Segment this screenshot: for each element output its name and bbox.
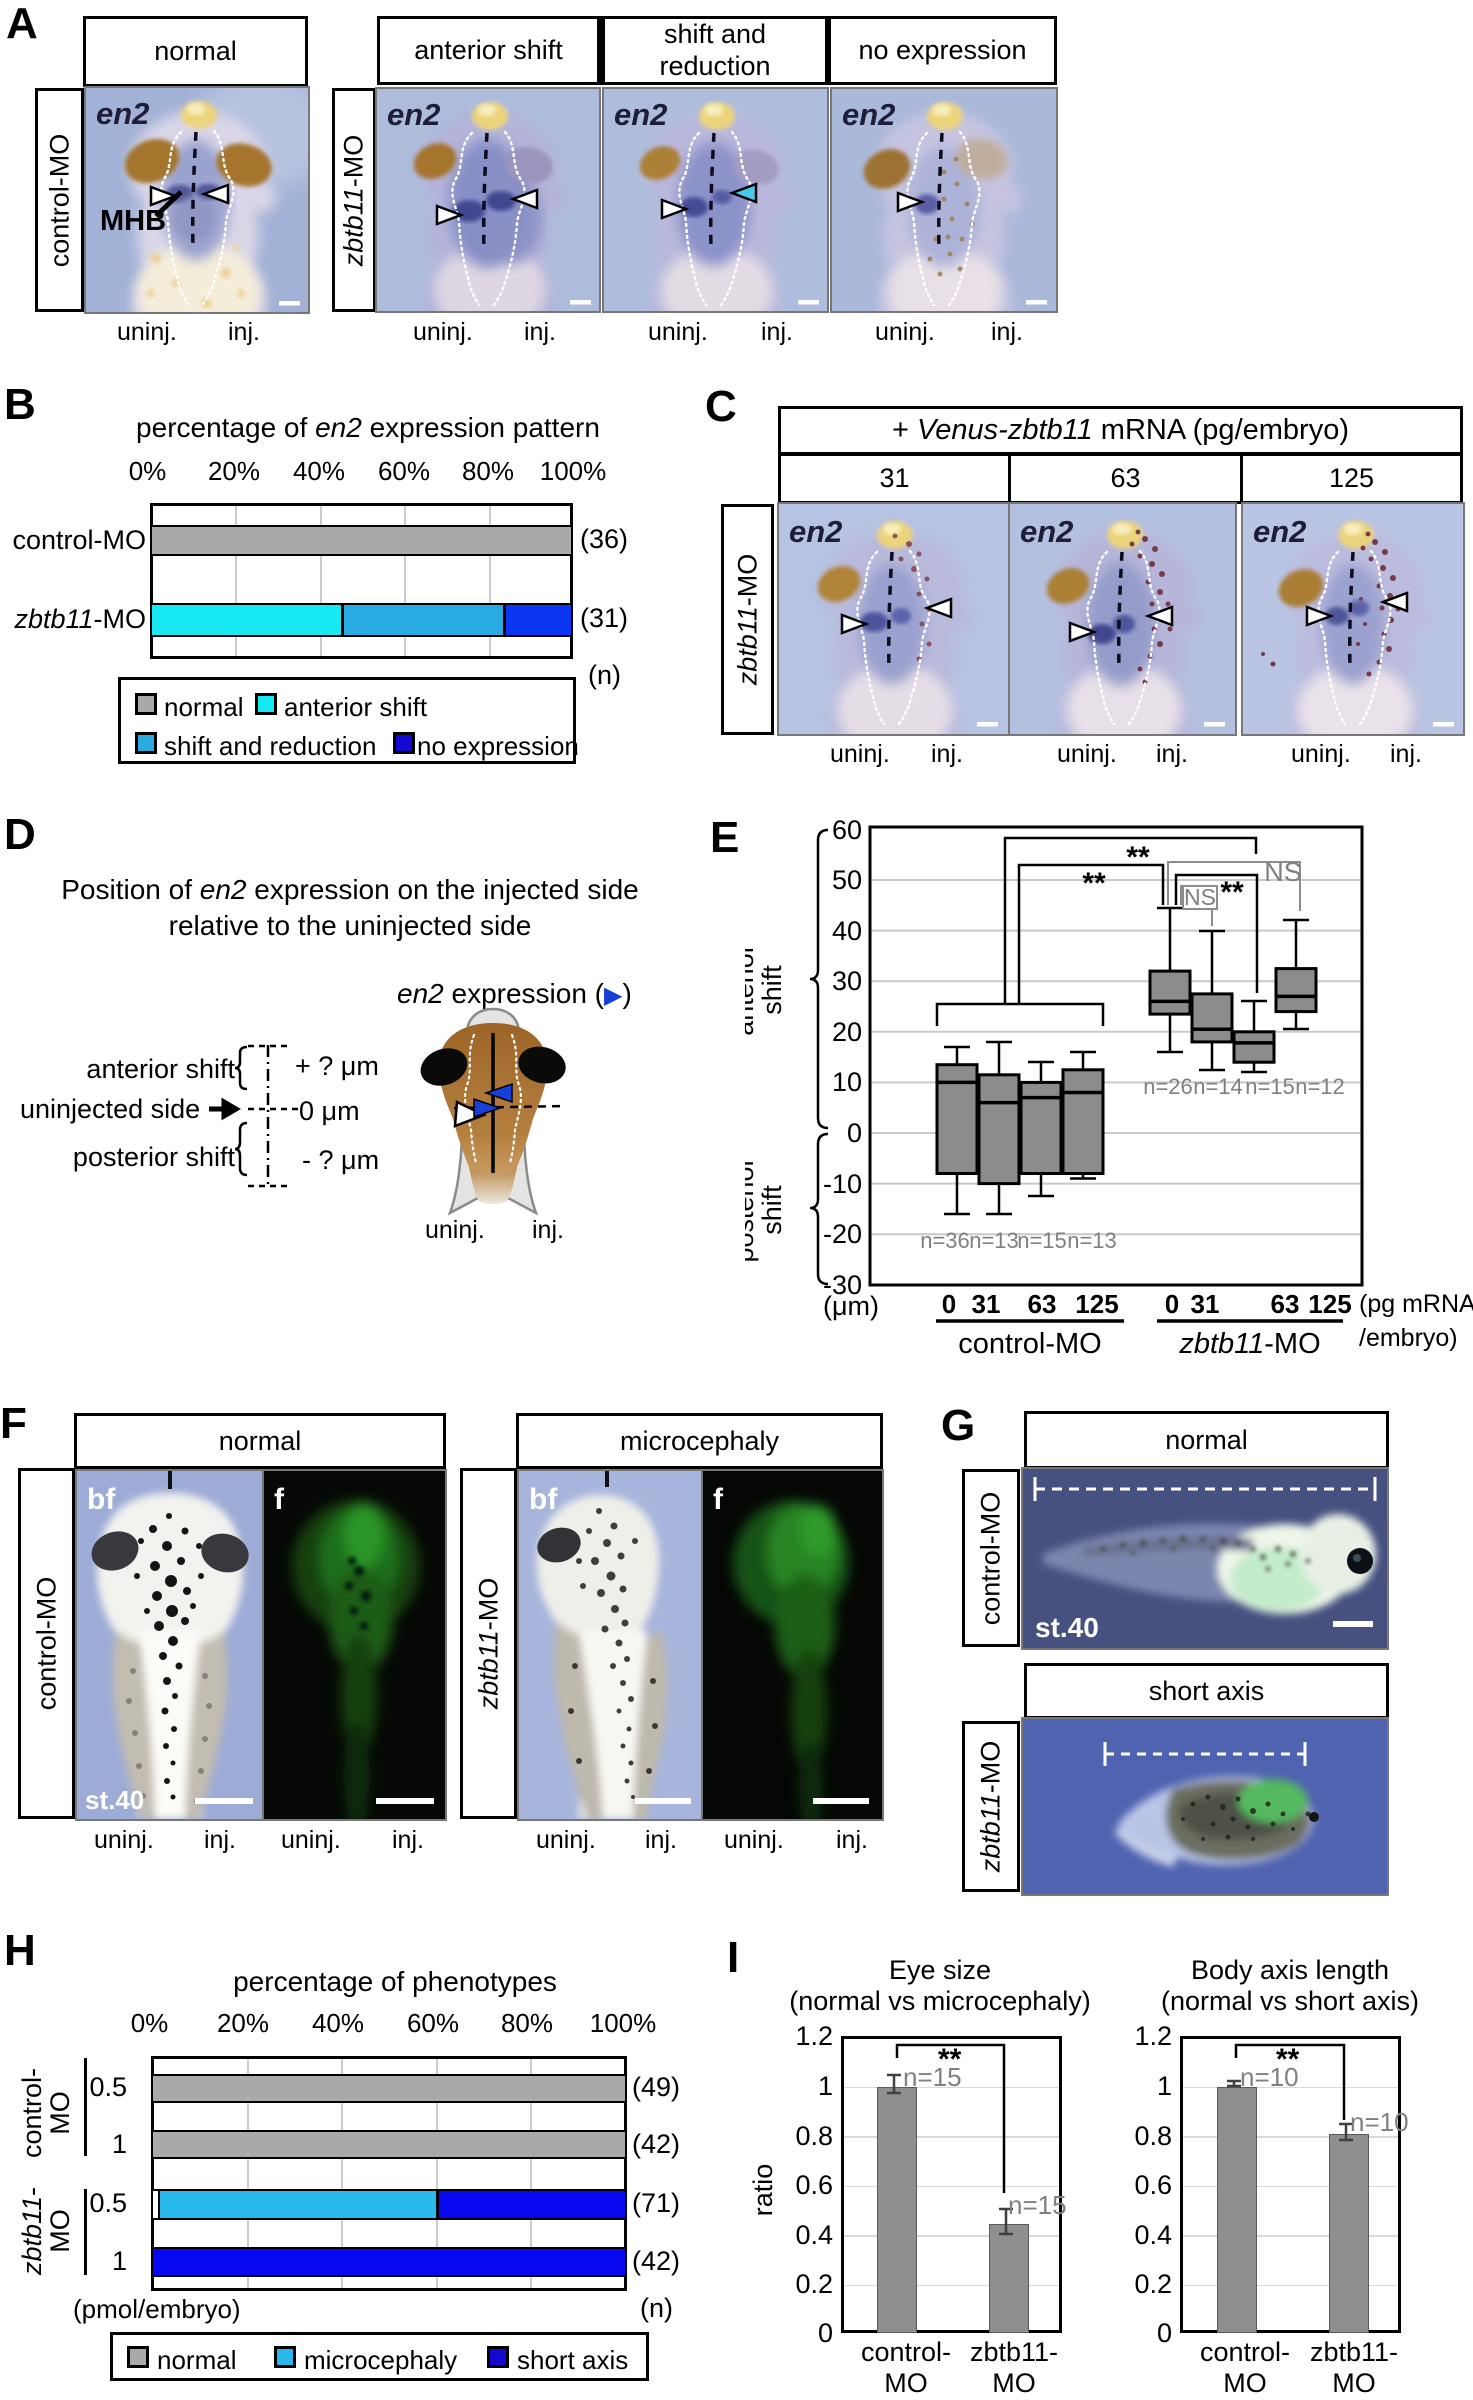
svg-text:63: 63 bbox=[1271, 1289, 1300, 1319]
svg-text:31: 31 bbox=[1191, 1289, 1220, 1319]
svg-text:n=15: n=15 bbox=[1017, 1228, 1067, 1253]
svg-text:control-MO: control-MO bbox=[958, 1328, 1101, 1360]
svg-text:n=15: n=15 bbox=[1245, 1074, 1295, 1099]
svg-text:f: f bbox=[274, 1483, 285, 1516]
svg-text:(μm): (μm) bbox=[823, 1291, 879, 1321]
svg-text:n=36: n=36 bbox=[920, 1228, 970, 1253]
svg-text:NS: NS bbox=[1184, 884, 1216, 910]
svg-text:NS: NS bbox=[1264, 857, 1302, 887]
svg-text:shift: shift bbox=[757, 1185, 787, 1235]
svg-text:0: 0 bbox=[847, 1118, 862, 1148]
svg-text:/embryo): /embryo) bbox=[1359, 1324, 1458, 1352]
svg-text:f: f bbox=[713, 1483, 724, 1516]
svg-text:**: ** bbox=[1082, 867, 1106, 900]
svg-text:posterior: posterior bbox=[745, 1157, 759, 1262]
svg-text:31: 31 bbox=[972, 1289, 1001, 1319]
svg-text:en2: en2 bbox=[96, 96, 149, 131]
svg-text:n=14: n=14 bbox=[1193, 1074, 1243, 1099]
svg-text:en2: en2 bbox=[789, 514, 842, 549]
svg-text:n=13: n=13 bbox=[969, 1228, 1019, 1253]
svg-text:125: 125 bbox=[1075, 1289, 1118, 1319]
svg-text:125: 125 bbox=[1308, 1289, 1351, 1319]
svg-text:(pg mRNA: (pg mRNA bbox=[1359, 1290, 1473, 1318]
svg-text:zbtb11-MO: zbtb11-MO bbox=[1178, 1328, 1320, 1360]
svg-text:30: 30 bbox=[832, 966, 862, 996]
svg-text:50: 50 bbox=[832, 865, 862, 895]
svg-text:anterior: anterior bbox=[745, 944, 759, 1036]
svg-text:**: ** bbox=[1220, 876, 1244, 909]
svg-text:en2: en2 bbox=[842, 97, 895, 132]
svg-text:bf: bf bbox=[87, 1483, 116, 1516]
svg-text:60: 60 bbox=[832, 815, 862, 845]
svg-text:-20: -20 bbox=[823, 1219, 862, 1249]
svg-text:-10: -10 bbox=[823, 1169, 862, 1199]
svg-text:n=12: n=12 bbox=[1295, 1074, 1345, 1099]
svg-text:-30: -30 bbox=[823, 1270, 862, 1300]
svg-text:MHB: MHB bbox=[100, 205, 166, 237]
svg-text:**: ** bbox=[1126, 841, 1150, 874]
svg-text:20: 20 bbox=[832, 1017, 862, 1047]
svg-text:en2: en2 bbox=[614, 97, 667, 132]
svg-text:n=26: n=26 bbox=[1143, 1074, 1193, 1099]
svg-text:en2: en2 bbox=[1020, 514, 1073, 549]
svg-text:n=13: n=13 bbox=[1067, 1228, 1117, 1253]
svg-text:10: 10 bbox=[832, 1067, 862, 1097]
svg-text:en2: en2 bbox=[1253, 514, 1306, 549]
svg-text:shift: shift bbox=[757, 965, 787, 1015]
svg-text:st.40: st.40 bbox=[1035, 1612, 1099, 1643]
svg-text:bf: bf bbox=[529, 1483, 558, 1516]
svg-text:0: 0 bbox=[1165, 1289, 1179, 1319]
svg-text:40: 40 bbox=[832, 916, 862, 946]
svg-text:0: 0 bbox=[942, 1289, 956, 1319]
svg-text:en2: en2 bbox=[387, 97, 440, 132]
svg-text:st.40: st.40 bbox=[85, 1785, 144, 1815]
svg-text:63: 63 bbox=[1028, 1289, 1057, 1319]
